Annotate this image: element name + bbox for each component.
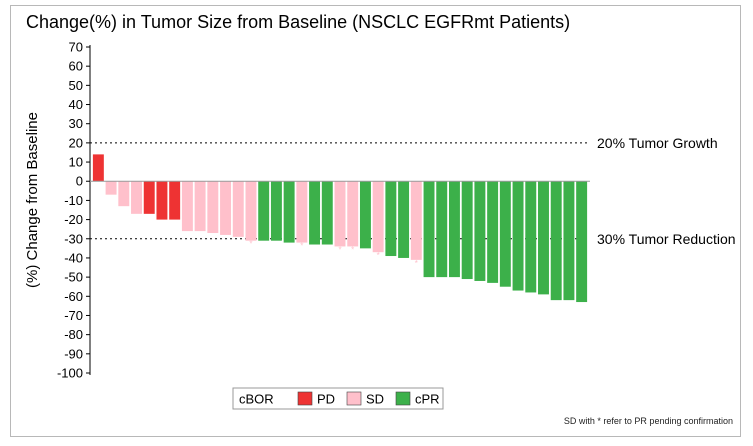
bar-star-marker: * bbox=[338, 245, 341, 254]
bar-sd bbox=[296, 181, 308, 243]
bar-sd bbox=[232, 181, 244, 237]
bar-cpr bbox=[576, 181, 588, 303]
bar-sd bbox=[194, 181, 206, 232]
y-tick-label: 40 bbox=[69, 97, 83, 112]
y-tick-label: 70 bbox=[69, 40, 83, 55]
chart-title: Change(%) in Tumor Size from Baseline (N… bbox=[26, 12, 571, 32]
reference-line-label: 20% Tumor Growth bbox=[597, 135, 718, 151]
bar-sd bbox=[372, 181, 384, 253]
reference-line-label: 30% Tumor Reduction bbox=[597, 231, 736, 247]
legend: cBOR PD SD cPR bbox=[232, 387, 444, 410]
bar-star-marker: * bbox=[415, 259, 418, 268]
y-tick-label: -30 bbox=[64, 231, 83, 246]
y-tick-label: -20 bbox=[64, 212, 83, 227]
bar-pd bbox=[92, 154, 104, 182]
bar-cpr bbox=[359, 181, 371, 249]
bar-sd bbox=[105, 181, 117, 195]
y-tick-label: -50 bbox=[64, 270, 83, 285]
bar-series: * * * * * * bbox=[92, 154, 588, 303]
bar-sd bbox=[245, 181, 257, 241]
legend-label-pd: PD bbox=[317, 392, 335, 407]
bar-cpr bbox=[309, 181, 321, 245]
y-tick-label: -90 bbox=[64, 346, 83, 361]
reference-lines: 20% Tumor Growth 30% Tumor Reduction bbox=[90, 135, 736, 247]
y-tick-label: -100 bbox=[57, 366, 83, 381]
y-tick-label: 0 bbox=[76, 174, 83, 189]
y-tick-label: 60 bbox=[69, 59, 83, 74]
bar-cpr bbox=[385, 181, 397, 257]
legend-title: cBOR bbox=[239, 392, 274, 407]
bar-cpr bbox=[283, 181, 295, 243]
bar-sd bbox=[118, 181, 130, 207]
bar-star-marker: * bbox=[351, 245, 354, 254]
bar-cpr bbox=[448, 181, 460, 278]
y-tick-label: 20 bbox=[69, 135, 83, 150]
bar-cpr bbox=[563, 181, 575, 301]
bar-pd bbox=[169, 181, 181, 220]
legend-box bbox=[232, 387, 444, 410]
bar-cpr bbox=[461, 181, 473, 280]
bar-sd bbox=[220, 181, 232, 235]
footnote: SD with * refer to PR pending confirmati… bbox=[563, 416, 733, 426]
bar-sd bbox=[131, 181, 142, 214]
bar-cpr bbox=[474, 181, 486, 281]
bar-cpr bbox=[270, 181, 282, 241]
y-tick-label: -60 bbox=[64, 289, 83, 304]
bar-sd bbox=[334, 181, 346, 247]
bar-cpr bbox=[423, 181, 435, 278]
legend-swatch-pd bbox=[297, 391, 313, 406]
y-tick-label: -40 bbox=[64, 250, 83, 265]
bar-cpr bbox=[525, 181, 537, 293]
bar-star-marker: * bbox=[249, 240, 252, 249]
bar-cpr bbox=[398, 181, 410, 258]
y-tick-label: 10 bbox=[69, 155, 83, 170]
y-axis-label: (%) Change from Baseline bbox=[24, 112, 41, 288]
bar-sd bbox=[207, 181, 219, 234]
bar-cpr bbox=[436, 181, 448, 278]
bar-sd bbox=[181, 181, 193, 232]
legend-label-cpr: cPR bbox=[415, 392, 440, 407]
bar-cpr bbox=[487, 181, 499, 283]
bar-pd bbox=[156, 181, 168, 220]
legend-swatch-cpr bbox=[395, 391, 411, 406]
y-tick-label: 30 bbox=[69, 116, 83, 131]
bar-sd bbox=[410, 181, 422, 260]
y-axis: 70 60 50 40 30 20 10 0 -10 -20 -30 -40 -50 -60 -70 -80 -… bbox=[57, 40, 91, 381]
y-tick-label: -70 bbox=[64, 308, 83, 323]
y-tick-label: 50 bbox=[69, 78, 83, 93]
bar-cpr bbox=[321, 181, 333, 245]
y-tick-label: -10 bbox=[64, 193, 83, 208]
bar-star-marker: * bbox=[377, 251, 380, 260]
bar-cpr bbox=[538, 181, 549, 295]
bar-pd bbox=[143, 181, 155, 214]
bar-cpr bbox=[550, 181, 562, 301]
legend-swatch-sd bbox=[346, 391, 362, 406]
y-tick-label: -80 bbox=[64, 327, 83, 342]
bar-cpr bbox=[499, 181, 511, 287]
legend-label-sd: SD bbox=[366, 392, 384, 407]
bar-sd bbox=[347, 181, 359, 247]
bar-cpr bbox=[512, 181, 524, 291]
bar-star-marker: * bbox=[300, 242, 303, 251]
bar-cpr bbox=[258, 181, 270, 241]
